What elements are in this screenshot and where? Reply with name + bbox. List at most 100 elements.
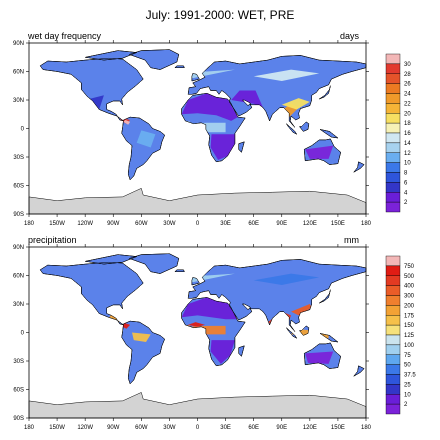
colorbar-swatch xyxy=(385,344,401,355)
field-region xyxy=(123,120,131,125)
colorbar-label: 16 xyxy=(404,131,411,137)
coastline-sumatra xyxy=(286,123,298,135)
coastline-australia xyxy=(303,138,341,165)
field-region xyxy=(210,340,235,364)
lat-label: 90S xyxy=(13,416,24,422)
field-region xyxy=(281,98,310,110)
colorbar-swatch xyxy=(385,305,401,316)
field-region xyxy=(305,145,334,159)
lon-label: 30E xyxy=(220,221,231,227)
colorbar-swatch xyxy=(385,103,401,114)
colorbar-label: 175 xyxy=(404,313,415,319)
lon-label: 30W xyxy=(163,221,176,227)
lat-label: 60S xyxy=(13,388,24,394)
field-region xyxy=(305,351,334,364)
colorbar-swatch xyxy=(385,354,401,365)
lon-label: 120E xyxy=(303,425,317,431)
colorbar-label: 26 xyxy=(404,82,411,88)
coastline-africa xyxy=(181,297,246,367)
field-region xyxy=(188,322,205,327)
colorbar-label: 500 xyxy=(404,274,415,280)
colorbar-1: 30 28 26 24 22 20 18 16 14 12 10 8 6 4 2 xyxy=(385,53,411,213)
lat-label: 30N xyxy=(13,98,24,104)
colorbar-label: 20 xyxy=(404,111,411,117)
colorbar-label: 14 xyxy=(404,141,411,147)
coastline-borneo xyxy=(298,121,310,132)
coastline-sumatra xyxy=(286,327,298,339)
coastline-iceland xyxy=(174,65,185,68)
coastline-new-guinea xyxy=(319,333,339,343)
lon-label: 180 xyxy=(361,425,372,431)
colorbar-swatch xyxy=(385,394,401,405)
colorbar-swatch xyxy=(385,93,401,104)
coastline-greenland xyxy=(128,49,180,70)
colorbar-label: 125 xyxy=(404,333,415,339)
colorbar-label: 24 xyxy=(404,92,411,98)
coastline-new-zealand xyxy=(353,365,365,377)
lon-label: 0 xyxy=(196,221,200,227)
colorbar-label: 22 xyxy=(404,101,411,107)
colorbar-swatch xyxy=(385,172,401,183)
lon-label: 60W xyxy=(135,221,148,227)
lon-label: 90E xyxy=(276,425,287,431)
lat-label: 0 xyxy=(21,127,25,133)
colorbar-swatch xyxy=(385,142,401,153)
colorbar-swatch xyxy=(385,255,401,267)
colorbar-swatch xyxy=(385,374,401,385)
colorbar-label: 12 xyxy=(404,151,411,157)
lon-label: 60E xyxy=(248,221,259,227)
coastline-japan xyxy=(319,289,331,304)
lat-label: 90S xyxy=(13,212,24,218)
lat-label: 90N xyxy=(13,245,24,251)
field-region xyxy=(122,323,131,329)
colorbar-swatch xyxy=(385,285,401,296)
coastline-uk xyxy=(191,73,200,82)
colorbar-swatch xyxy=(385,295,401,306)
coastline-eurasia xyxy=(187,55,367,128)
field-region xyxy=(253,69,320,81)
colorbar-label: 750 xyxy=(404,264,415,270)
lat-label: 60N xyxy=(13,70,24,76)
coastline-arctic-islands xyxy=(85,50,137,61)
colorbar-label: 10 xyxy=(404,392,411,398)
colorbar-swatch xyxy=(385,364,401,375)
lon-label: 30E xyxy=(220,425,231,431)
colorbar-swatch xyxy=(385,83,401,94)
colorbar-2: 750 500 400 300 200 175 150 125 100 75 50 37.5 25 10 2 xyxy=(385,255,416,415)
field-region xyxy=(136,130,156,148)
coastline-north-america xyxy=(39,261,144,326)
coastline-arctic-islands xyxy=(85,254,137,265)
colorbar-label: 28 xyxy=(404,72,411,78)
lat-label: 30S xyxy=(13,359,24,365)
figure-title: July: 1991-2000: WET, PRE xyxy=(145,8,295,22)
coastline-borneo xyxy=(298,325,310,336)
lon-label: 180 xyxy=(361,221,372,227)
colorbar-swatch xyxy=(385,152,401,163)
lon-label: 150W xyxy=(49,221,65,227)
colorbar-swatch xyxy=(385,122,401,134)
coastline-new-guinea xyxy=(319,129,339,139)
lon-label: 120W xyxy=(77,425,93,431)
colorbar-swatch xyxy=(385,182,401,193)
lon-label: 180 xyxy=(24,425,35,431)
colorbar-label: 30 xyxy=(404,62,411,68)
colorbar-swatch xyxy=(385,162,401,173)
coastline-madagascar xyxy=(238,345,245,357)
colorbar-swatch xyxy=(385,73,401,84)
field-region xyxy=(132,332,151,342)
lon-label: 90W xyxy=(107,221,120,227)
colorbar-label: 25 xyxy=(404,382,411,388)
colorbar-label: 37.5 xyxy=(404,373,416,379)
colorbar-label: 6 xyxy=(404,180,408,186)
colorbar-swatch xyxy=(385,324,401,336)
colorbar-label: 300 xyxy=(404,294,415,300)
coastline-iceland xyxy=(174,269,185,272)
coastline-uk xyxy=(191,277,200,286)
lat-label: 60S xyxy=(13,184,24,190)
coastline-new-zealand xyxy=(353,161,365,173)
colorbar-label: 100 xyxy=(404,343,415,349)
lon-label: 90W xyxy=(107,425,120,431)
coastline-japan xyxy=(319,85,331,100)
